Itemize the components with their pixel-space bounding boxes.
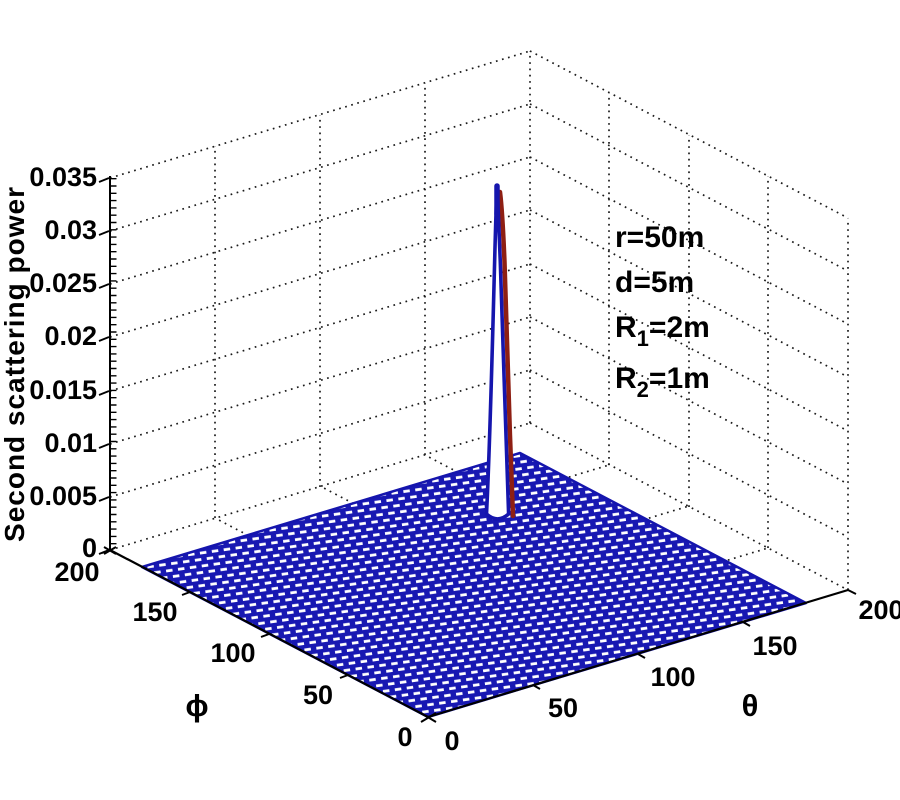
phi-tick-label: 50 (303, 680, 333, 710)
axes (98, 176, 857, 723)
theta-tick-label: 100 (650, 662, 695, 692)
phi-axis-ticks (101, 549, 349, 679)
mesh-surface (140, 451, 808, 719)
phi-tick-label: 100 (210, 638, 255, 668)
theta-tick-label: 200 (858, 595, 900, 625)
z-tick-label: 0.015 (29, 375, 97, 405)
z-major-ticks (98, 177, 110, 555)
z-axis-title: Second scattering power (0, 186, 30, 542)
phi-tick-label: 0 (397, 722, 412, 752)
theta-tick-label: 150 (752, 631, 797, 661)
theta-tick-label: 50 (548, 693, 578, 723)
annotation-line: r=50m (615, 221, 704, 254)
phi-tick-label: 200 (54, 557, 99, 587)
z-tick-label: 0.01 (44, 428, 97, 458)
theta-axis-title: θ (742, 688, 759, 723)
labels: Second scattering power 0 0.005 0.01 0.0… (0, 162, 900, 756)
corner-marker-front (420, 712, 437, 723)
theta-axis-line (427, 588, 849, 719)
theta-axis-ticks (532, 589, 857, 690)
peak-red-side (497, 189, 516, 519)
surface-peak (484, 183, 516, 521)
theta-tick-label: 0 (444, 726, 459, 756)
z-tick-label: 0.005 (29, 481, 97, 511)
annotation-line: R2=1m (615, 362, 710, 402)
annotation-block: r=50m d=5m R1=2m R2=1m (615, 221, 710, 402)
z-tick-label: 0.03 (44, 215, 97, 245)
z-tick-label: 0.035 (29, 162, 97, 192)
z-tick-label: 0.02 (44, 321, 97, 351)
phi-axis-title: ϕ (185, 688, 208, 723)
annotation-line: R1=2m (615, 311, 710, 351)
phi-axis-line (109, 549, 429, 718)
z-tick-label: 0 (82, 533, 97, 563)
phi-tick-label: 150 (132, 597, 177, 627)
z-tick-label: 0.025 (29, 268, 97, 298)
annotation-line: d=5m (615, 266, 694, 299)
